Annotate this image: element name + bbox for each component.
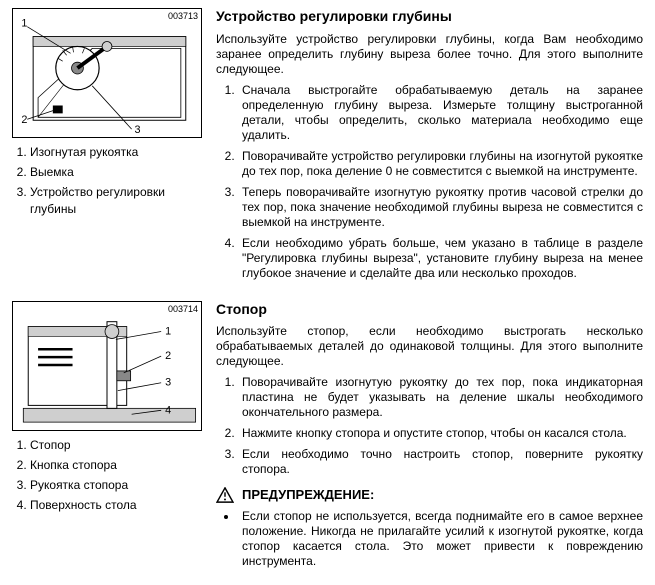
caption-2-2: Кнопка стопора	[30, 457, 202, 473]
figure-column-2: 003714	[12, 301, 202, 518]
callout-1-3: 3	[135, 124, 141, 136]
warning-item-1: Если стопор не используется, всегда подн…	[238, 509, 643, 569]
callout-2-1: 1	[165, 325, 171, 337]
intro-2: Используйте стопор, если необходимо выст…	[216, 324, 643, 369]
text-column-2: Стопор Используйте стопор, если необходи…	[216, 301, 643, 570]
caption-list-1: Изогнутая рукоятка Выемка Устройство рег…	[30, 144, 202, 217]
warning-icon	[216, 487, 234, 503]
caption-1-2: Выемка	[30, 164, 202, 180]
figure-id-2: 003714	[168, 304, 198, 315]
figure-003713: 003713	[12, 8, 202, 138]
step-2-1: Поворачивайте изогнутую рукоятку до тех …	[238, 375, 643, 420]
text-column-1: Устройство регулировки глубины Используй…	[216, 8, 643, 287]
callout-2-4: 4	[165, 404, 171, 416]
warning-list: Если стопор не используется, всегда подн…	[238, 509, 643, 569]
steps-list-2: Поворачивайте изогнутую рукоятку до тех …	[238, 375, 643, 477]
section-title-1: Устройство регулировки глубины	[216, 8, 643, 26]
figure-column-1: 003713	[12, 8, 202, 221]
section-stopper: 003714	[12, 301, 643, 570]
callout-2-2: 2	[165, 350, 171, 362]
step-2-3: Если необходимо точно настроить стопор, …	[238, 447, 643, 477]
caption-2-4: Поверхность стола	[30, 497, 202, 513]
warning-title: ПРЕДУПРЕЖДЕНИЕ:	[242, 487, 374, 503]
step-2-2: Нажмите кнопку стопора и опустите стопор…	[238, 426, 643, 441]
figure-003714: 003714	[12, 301, 202, 431]
figure-id-1: 003713	[168, 11, 198, 22]
caption-1-1: Изогнутая рукоятка	[30, 144, 202, 160]
section-title-2: Стопор	[216, 301, 643, 319]
figure-svg-2: 1 2 3 4	[13, 302, 201, 430]
intro-1: Используйте устройство регулировки глуби…	[216, 32, 643, 77]
figure-svg-1: 1 2 3	[13, 9, 201, 137]
step-1-1: Сначала выстрогайте обрабатываемую детал…	[238, 83, 643, 143]
callout-2-3: 3	[165, 376, 171, 388]
steps-list-1: Сначала выстрогайте обрабатываемую детал…	[238, 83, 643, 281]
caption-2-3: Рукоятка стопора	[30, 477, 202, 493]
step-1-3: Теперь поворачивайте изогнутую рукоятку …	[238, 185, 643, 230]
caption-1-3: Устройство регулировки глубины	[30, 184, 202, 216]
callout-1-1: 1	[21, 18, 27, 30]
section-depth-adjust: 003713	[12, 8, 643, 287]
warning-heading: ПРЕДУПРЕЖДЕНИЕ:	[216, 487, 643, 503]
caption-2-1: Стопор	[30, 437, 202, 453]
callout-1-2: 2	[21, 114, 27, 126]
step-1-4: Если необходимо убрать больше, чем указа…	[238, 236, 643, 281]
step-1-2: Поворачивайте устройство регулировки глу…	[238, 149, 643, 179]
caption-list-2: Стопор Кнопка стопора Рукоятка стопора П…	[30, 437, 202, 514]
